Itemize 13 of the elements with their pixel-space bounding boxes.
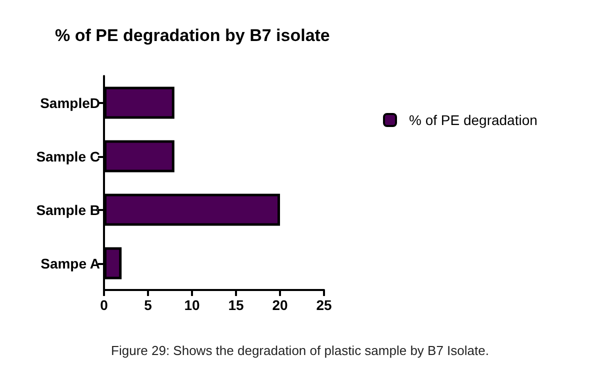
y-tick-label: SampleD [40, 94, 100, 111]
x-tick-label: 20 [272, 297, 288, 313]
x-tick-label: 5 [144, 297, 152, 313]
caption: Figure 29: Shows the degradation of plastic sample by B7 Isolate. [111, 343, 489, 358]
y-tick-label: Sample C [36, 148, 100, 164]
chart-title: % of PE degradation by B7 isolate [55, 26, 330, 45]
legend-label: % of PE degradation [409, 112, 538, 128]
x-tick-label: 15 [228, 297, 244, 313]
x-tick-label: 0 [100, 297, 108, 313]
y-tick-label: Sample B [36, 202, 100, 218]
x-tick-label: 25 [316, 297, 332, 313]
y-tick-label: Sampe A [40, 255, 100, 272]
x-tick-label: 10 [184, 297, 200, 313]
